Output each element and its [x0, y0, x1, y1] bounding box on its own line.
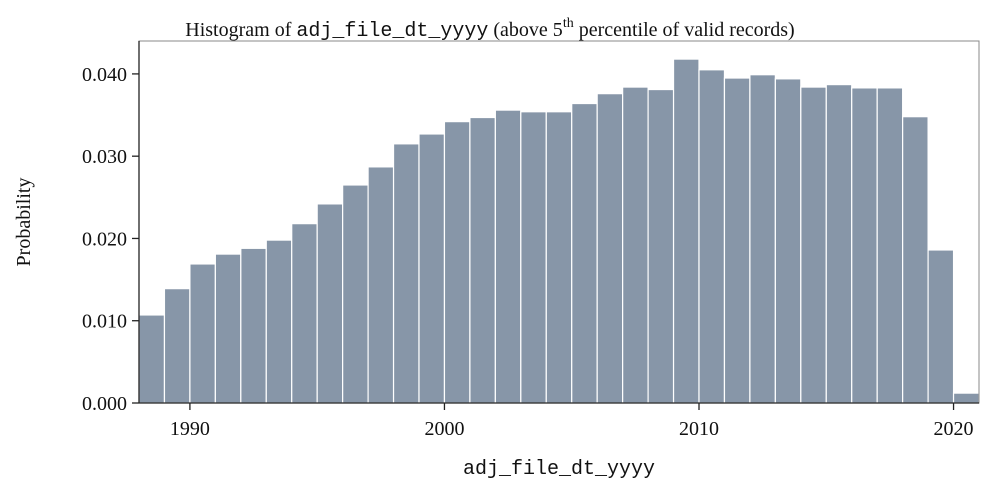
bar [443, 121, 471, 404]
chart-title: Histogram of adj_file_dt_yyyy (above 5th… [185, 16, 794, 43]
bar [418, 133, 446, 404]
x-tick-label: 1990 [170, 418, 210, 440]
bar [214, 253, 242, 404]
y-tick-label: 0.020 [82, 228, 127, 250]
bar [291, 223, 318, 404]
y-tick-label: 0.040 [82, 64, 127, 86]
x-tick-label: 2020 [934, 418, 974, 440]
bar [316, 203, 344, 404]
title-part: th [563, 16, 574, 31]
bar [622, 86, 649, 404]
bar [723, 77, 751, 404]
y-axis-label: Probability [13, 178, 35, 267]
bar [952, 392, 980, 404]
bar [189, 263, 216, 404]
bar [469, 116, 496, 404]
y-tick-label: 0.030 [82, 146, 127, 168]
bar [825, 84, 853, 404]
x-axis-label: adj_file_dt_yyyy [463, 458, 655, 481]
bar [240, 247, 267, 404]
y-tick-label: 0.000 [82, 393, 127, 415]
bar [800, 86, 827, 404]
bar [698, 69, 726, 404]
bar [902, 116, 929, 404]
bar [342, 184, 369, 404]
bar [163, 288, 191, 404]
x-tick-label: 2000 [424, 418, 464, 440]
bar [265, 239, 293, 404]
y-tick-label: 0.010 [82, 311, 127, 333]
title-part: percentile of valid records) [574, 19, 795, 41]
bar [927, 249, 955, 404]
bar [367, 166, 395, 404]
bar [520, 111, 547, 404]
bar [596, 93, 624, 404]
bar [851, 87, 878, 404]
title-part: (above 5 [488, 19, 562, 41]
bar [138, 314, 166, 404]
bar [392, 143, 420, 404]
bar [494, 109, 522, 404]
bar [876, 87, 904, 404]
x-tick-label: 2010 [679, 418, 719, 440]
title-part: Histogram of [185, 19, 296, 41]
bar [749, 74, 776, 404]
bar [571, 102, 598, 404]
title-part: adj_file_dt_yyyy [296, 20, 488, 43]
bar [647, 88, 675, 404]
bar [672, 58, 700, 404]
bar [545, 111, 573, 404]
bar [774, 78, 802, 404]
